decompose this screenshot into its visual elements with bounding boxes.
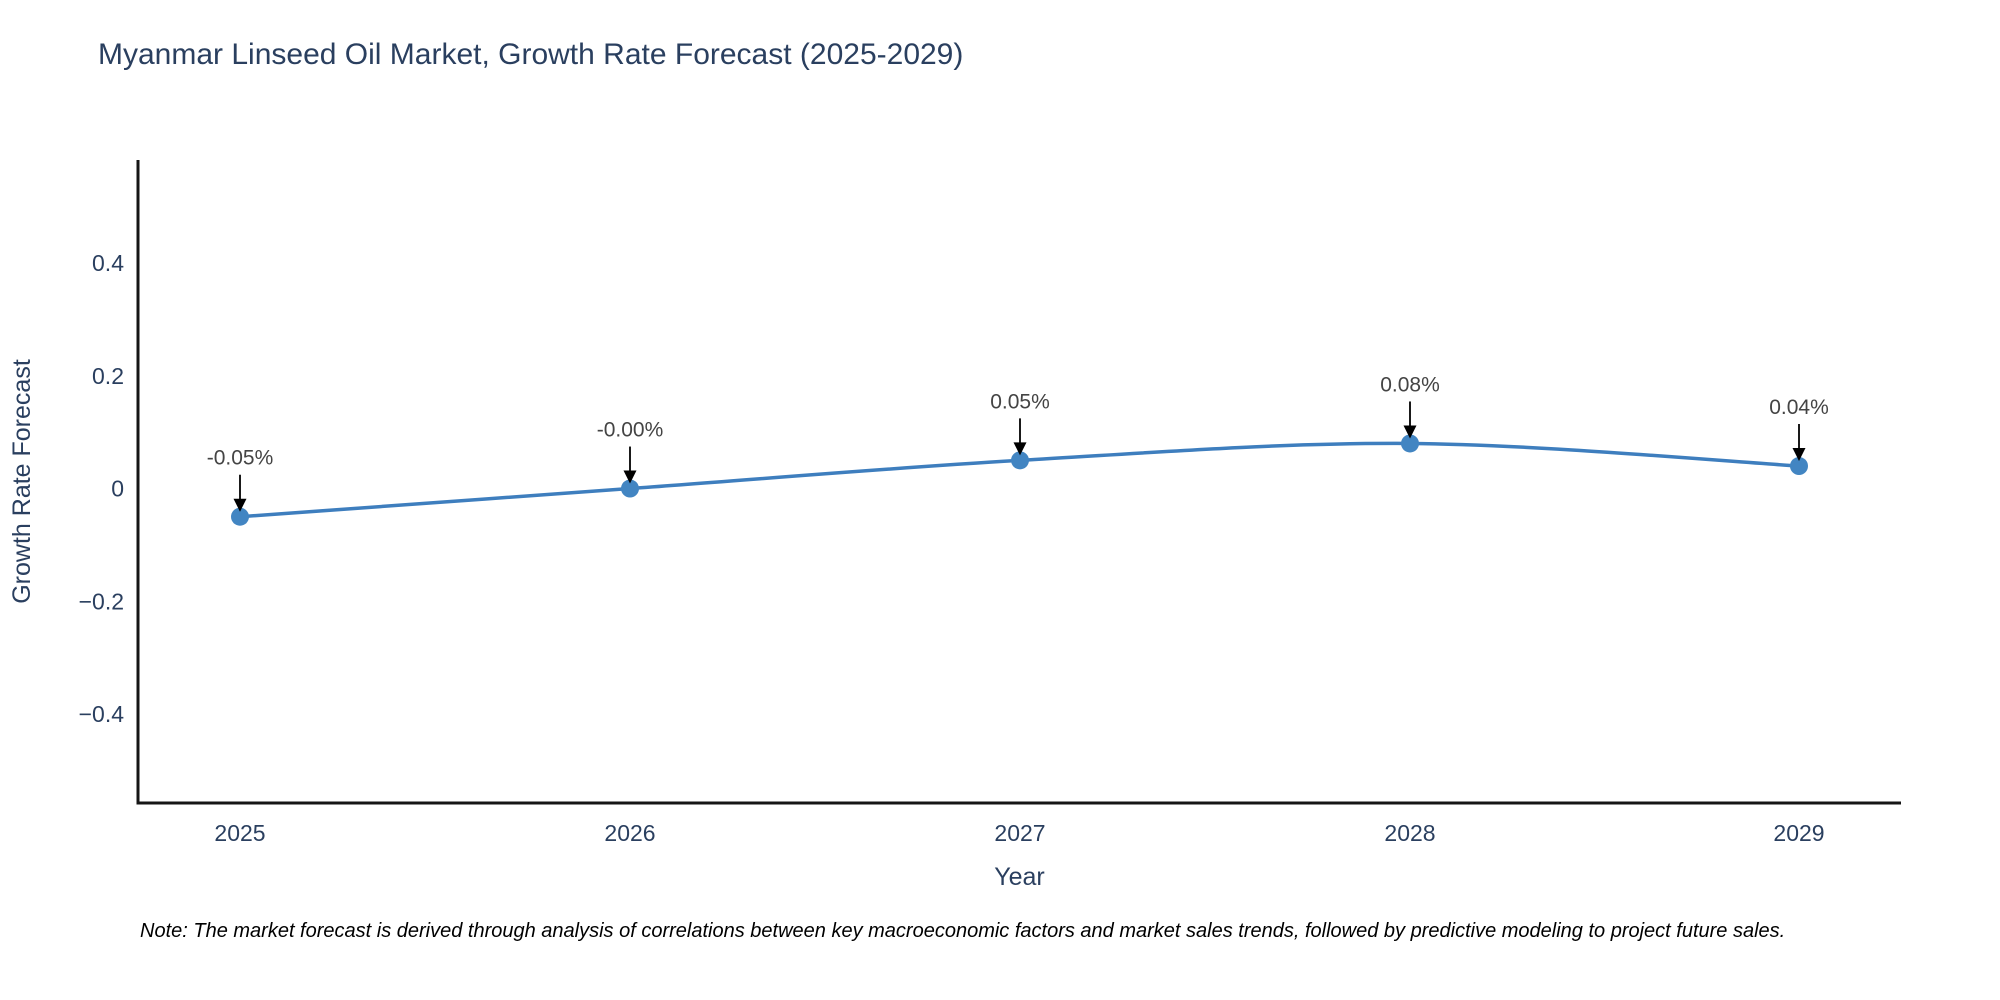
data-point-marker [231, 507, 249, 526]
annotation-label: -0.05% [207, 447, 274, 470]
y-tick-label: 0.2 [92, 363, 124, 389]
chart-title: Myanmar Linseed Oil Market, Growth Rate … [98, 38, 964, 71]
x-tick-label: 2029 [1773, 820, 1824, 846]
y-axis-title: Growth Rate Forecast [8, 359, 36, 604]
x-tick-label: 2028 [1384, 820, 1435, 846]
x-tick-label: 2025 [214, 820, 265, 846]
x-axis-title: Year [994, 863, 1045, 891]
annotation-label: 0.08% [1380, 373, 1440, 396]
footnote: Note: The market forecast is derived thr… [140, 920, 1786, 942]
x-tick-label: 2027 [994, 820, 1045, 846]
x-tick-label: 2026 [604, 820, 655, 846]
annotation-arrowhead-icon [1013, 442, 1027, 456]
y-tick-label: −0.2 [79, 588, 124, 614]
annotation-arrowhead-icon [1403, 425, 1417, 439]
annotation-arrowhead-icon [1792, 448, 1806, 462]
annotation-arrowhead-icon [623, 470, 637, 484]
y-tick-label: −0.4 [79, 701, 125, 727]
data-point-marker [621, 479, 639, 498]
annotation-label: 0.05% [990, 390, 1050, 413]
data-point-marker [1401, 434, 1419, 453]
annotation-arrowhead-icon [233, 498, 247, 512]
data-point-marker [1011, 451, 1029, 470]
annotation-label: -0.00% [597, 419, 664, 442]
y-tick-label: 0 [111, 476, 124, 502]
y-tick-label: 0.4 [92, 250, 124, 276]
annotation-label: 0.04% [1769, 396, 1829, 419]
data-point-marker [1790, 457, 1808, 476]
